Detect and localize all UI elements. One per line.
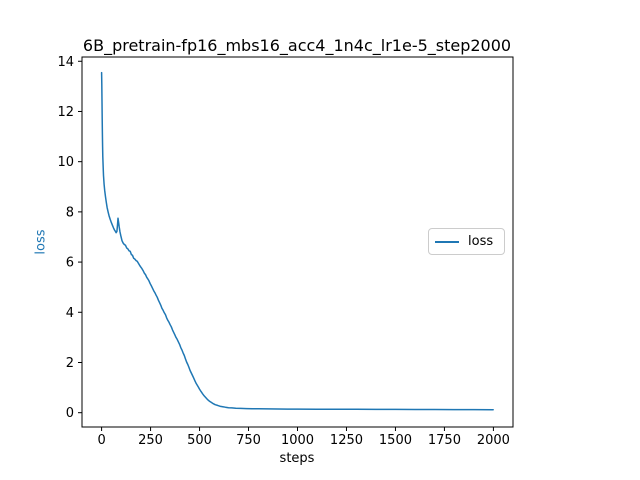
legend: loss — [428, 228, 505, 255]
y-tick-label: 4 — [66, 306, 74, 321]
x-tick-label: 250 — [138, 433, 163, 448]
y-tick-label: 8 — [66, 205, 74, 220]
x-tick-label: 1250 — [330, 433, 363, 448]
chart-title: 6B_pretrain-fp16_mbs16_acc4_1n4c_lr1e-5_… — [82, 36, 512, 55]
legend-label: loss — [468, 234, 494, 249]
x-tick-label: 750 — [236, 433, 261, 448]
y-tick-label: 2 — [66, 356, 74, 371]
y-tick-label: 14 — [57, 55, 74, 70]
y-tick-label: 0 — [66, 406, 74, 421]
y-axis-label: loss — [33, 229, 49, 255]
x-tick-label: 2000 — [477, 433, 510, 448]
x-tick-label: 1750 — [428, 433, 461, 448]
x-tick-label: 500 — [187, 433, 212, 448]
legend-line-sample — [435, 240, 459, 243]
x-tick-label: 1000 — [281, 433, 314, 448]
x-axis-label: steps — [279, 451, 315, 466]
x-tick-label: 0 — [97, 433, 105, 448]
y-tick-label: 6 — [66, 256, 74, 271]
y-tick-label: 12 — [57, 105, 74, 120]
loss-curve — [100, 71, 494, 411]
y-tick-label: 10 — [57, 155, 74, 170]
x-tick-label: 1500 — [379, 433, 412, 448]
